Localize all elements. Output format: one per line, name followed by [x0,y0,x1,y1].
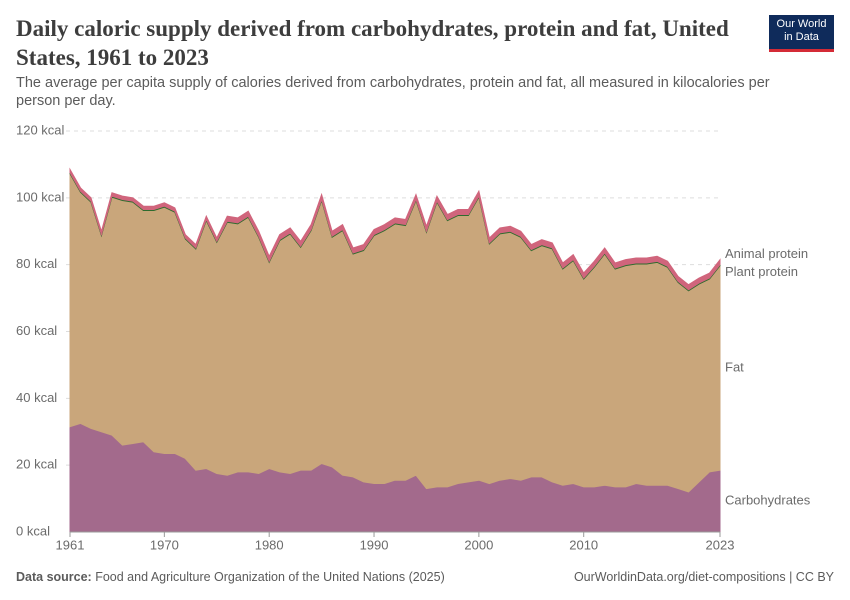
x-tick-label: 2010 [569,537,598,552]
y-tick-label: 120 kcal [16,122,65,137]
x-tick-label: 1980 [255,537,284,552]
x-tick-label: 1970 [150,537,179,552]
chart-subtitle: The average per capita supply of calorie… [16,75,770,109]
x-tick-label: 2023 [706,537,735,552]
footer-source: Data source: Food and Agriculture Organi… [16,570,445,584]
source-label: Data source: [16,570,92,584]
y-tick-label: 60 kcal [16,323,57,338]
x-tick-label: 1961 [56,537,85,552]
series-label: Fat [725,359,744,374]
logo-line: Our World [776,18,827,30]
x-tick-label: 2000 [464,537,493,552]
x-tick-label: 1990 [360,537,389,552]
y-tick-label: 100 kcal [16,189,65,204]
series-label: Plant protein [725,264,798,279]
logo[interactable]: Our World in Data [769,15,834,52]
y-tick-label: 80 kcal [16,256,57,271]
series-label: Animal protein [725,246,808,261]
y-tick-label: 20 kcal [16,457,57,472]
chart-title: Daily caloric supply derived from carboh… [16,16,729,70]
y-tick-label: 0 kcal [16,523,50,538]
y-tick-label: 40 kcal [16,390,57,405]
area [69,167,721,291]
logo-line: in Data [784,31,819,43]
source: Food and Agriculture Organization of the… [95,570,445,584]
series-label: Carbohydrates [725,493,811,508]
footer-link[interactable]: OurWorldinData.org/diet-compositions | C… [573,570,834,584]
